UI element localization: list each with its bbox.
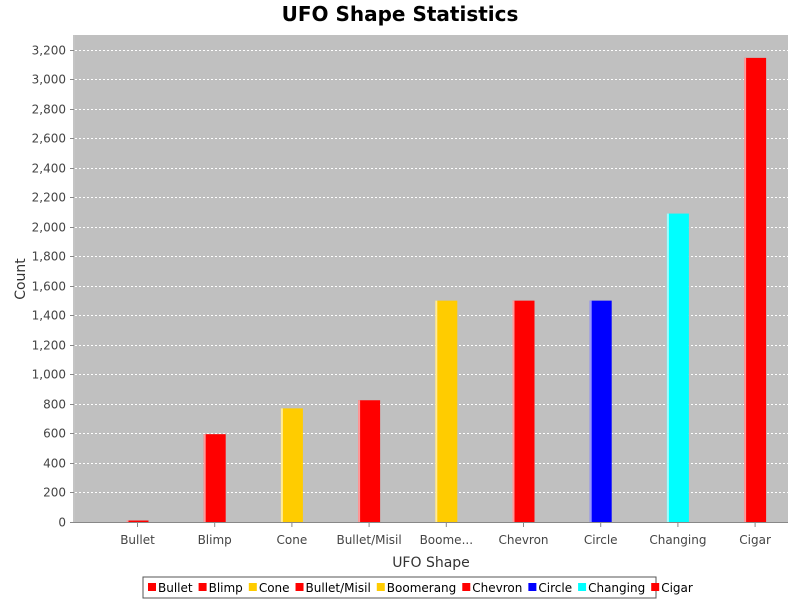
bar-highlight [280,408,283,522]
bar-highlight [435,300,438,522]
bar [358,400,381,522]
x-tick-label: Boome... [420,533,473,547]
y-axis-label: Count [13,258,29,300]
y-tick-label: 800 [43,398,66,412]
gridlines [75,50,788,493]
y-tick-label: 400 [43,457,66,471]
legend-swatch [528,583,537,591]
y-axis-ticks: 0 200 400 600 800 1,000 1,200 1,400 1,600 1,800 2,… [32,44,74,530]
y-tick-label: 1,200 [32,339,66,353]
bar-highlight [512,300,515,522]
legend-swatch [248,583,257,591]
axes [73,35,788,523]
legend-label: Cone [259,581,290,595]
bar [203,434,226,522]
x-tick-label: Bullet/Misil [336,533,401,547]
bars [126,57,767,523]
legend-swatch [295,583,304,591]
chart-title: UFO Shape Statistics [282,2,519,26]
legend-swatch [198,583,207,591]
x-tick-label: Changing [649,533,706,547]
bar [666,213,689,523]
x-tick-label: Circle [584,533,618,547]
y-tick-label: 1,000 [32,368,66,382]
legend-label: Bullet/Misil [306,581,371,595]
y-tick-label: 2,400 [32,162,66,176]
legend-swatch [148,583,156,591]
y-tick-label: 2,000 [32,221,66,235]
y-tick-label: 3,000 [32,73,66,87]
legend-swatch [578,583,587,591]
x-tick-label: Cigar [739,533,771,547]
y-tick-label: 2,800 [32,103,66,117]
legend-label: Blimp [209,581,243,595]
x-tick-label: Bullet [120,533,155,547]
legend: Bullet Blimp Cone Bullet/Misil Boomerang Chev… [148,581,693,595]
bar [280,408,303,522]
bar [744,57,767,523]
legend-label: Boomerang [387,581,457,595]
legend-swatch [462,583,471,591]
legend-swatch [376,583,385,591]
legend-label: Changing [588,581,645,595]
y-tick-label: 2,600 [32,132,66,146]
bar [435,300,458,522]
bar [126,520,149,522]
legend-label: Bullet [158,581,193,595]
y-tick-label: 3,200 [32,44,66,58]
legend-label: Chevron [472,581,522,595]
legend-label: Circle [538,581,572,595]
bar-highlight [744,57,747,523]
bar-highlight [589,300,592,522]
x-tick-label: Chevron [498,533,548,547]
x-tick-label: Cone [277,533,308,547]
bar-highlight [666,213,669,523]
y-tick-label: 2,200 [32,191,66,205]
bar-highlight [358,400,361,522]
bar [512,300,535,522]
bar-highlight [203,434,206,522]
y-tick-label: 1,600 [32,280,66,294]
y-tick-label: 200 [43,486,66,500]
y-tick-label: 1,400 [32,309,66,323]
y-tick-label: 0 [58,516,66,530]
legend-label: Cigar [661,581,693,595]
x-tick-label: Blimp [198,533,232,547]
x-axis-label: UFO Shape [392,555,470,571]
bar-highlight [126,520,129,522]
y-tick-label: 600 [43,427,66,441]
legend-swatch [651,583,660,591]
y-tick-label: 1,800 [32,250,66,264]
bar [589,300,612,522]
x-axis-ticks: Bullet Blimp Cone Bullet/Misil Boome... Chevr… [120,523,771,547]
